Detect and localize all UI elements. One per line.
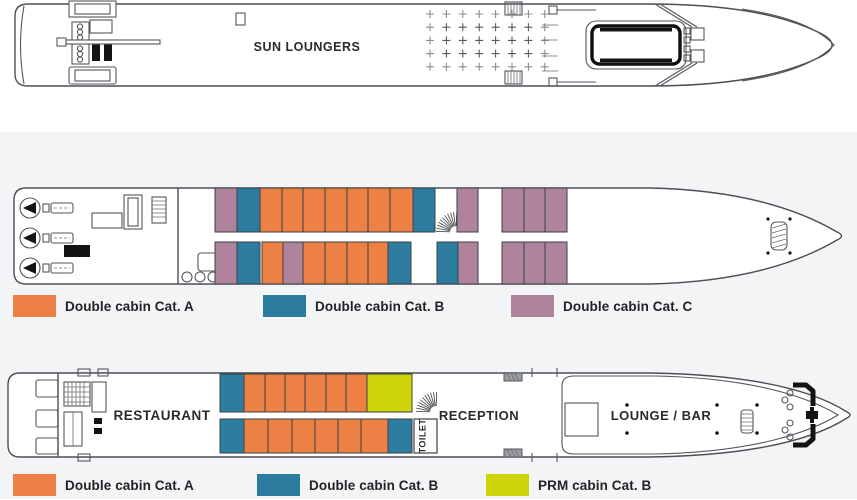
cabin-cat-A [315, 419, 338, 453]
crane-base [57, 38, 66, 46]
middle-deck-plan [0, 183, 857, 290]
cabin-cat-A [265, 374, 285, 412]
legend-label-cat-a: Double cabin Cat. A [65, 478, 194, 493]
cabin-cat-C [457, 188, 478, 232]
cabin-cat-A [325, 188, 347, 232]
legend-item-cat-a: Double cabin Cat. A [13, 295, 194, 317]
cabin-cat-A [244, 419, 268, 453]
funnel [236, 13, 245, 25]
cabin-cat-A [326, 374, 346, 412]
cabin-cat-A [368, 242, 388, 284]
equipment-box [92, 213, 122, 228]
legend-main-deck: Double cabin Cat. A Double cabin Cat. B … [0, 474, 857, 500]
lounge-bar-label: LOUNGE / BAR [611, 408, 712, 423]
cabin-cat-C [502, 188, 524, 232]
reception-label: RECEPTION [439, 408, 519, 423]
legend-item-cat-b: Double cabin Cat. B [257, 474, 438, 496]
cabin-cat-A [285, 374, 305, 412]
cabin-cat-C [524, 242, 545, 284]
cabin-cat-C [283, 242, 303, 284]
legend-item-prm-b: PRM cabin Cat. B [486, 474, 651, 496]
cabin-cat-B [388, 242, 411, 284]
cabin-cat-C [215, 242, 237, 284]
legend-swatch-cat-a [13, 295, 56, 317]
cabin-cat-A [244, 374, 265, 412]
legend-item-cat-a: Double cabin Cat. A [13, 474, 194, 496]
main-deck-cabins-top-row [220, 374, 412, 412]
cabin-cat-A [368, 188, 390, 232]
bow-table [810, 407, 814, 423]
middle-deck-cabins-bottom-row [215, 242, 567, 284]
cabin-cat-A [262, 242, 283, 284]
cabin-cat-A [260, 188, 282, 232]
legend-item-cat-c: Double cabin Cat. C [511, 295, 692, 317]
legend-swatch-cat-b [257, 474, 300, 496]
cabin-cat-B [220, 374, 244, 412]
sun-deck-label: SUN LOUNGERS [254, 40, 361, 54]
cabin-cat-A [347, 188, 368, 232]
cabin-cat-A [325, 242, 347, 284]
cabin-cat-A [390, 188, 413, 232]
cabin-cat-C [524, 188, 545, 232]
middle-deck-cabins-top-row [215, 188, 567, 232]
legend-swatch-cat-a [13, 474, 56, 496]
cabin-cat-A [361, 419, 388, 453]
main-deck-plan: RESTAURANT TOILET RECEPTION LOUNGE / BAR [0, 366, 857, 466]
cabin-cat-A [292, 419, 315, 453]
cabin-cat-A [268, 419, 292, 453]
cabin-cat-C [458, 242, 478, 284]
cabin-cat-C [545, 188, 567, 232]
cabin-cat-A [303, 242, 325, 284]
legend-swatch-cat-b [263, 295, 306, 317]
cabin-cat-B [388, 419, 412, 453]
sun-deck-plan: SUN LOUNGERS [0, 0, 857, 100]
cabin-cat-A [338, 419, 361, 453]
cabin-cat-P [367, 374, 412, 412]
legend-label-cat-b: Double cabin Cat. B [315, 299, 444, 314]
equipment-block [92, 44, 100, 61]
cabin-cat-B [413, 188, 435, 232]
legend-label-cat-c: Double cabin Cat. C [563, 299, 692, 314]
legend-label-prm-b: PRM cabin Cat. B [538, 478, 651, 493]
cabin-cat-B [437, 242, 458, 284]
cabin-cat-B [237, 242, 260, 284]
crane-boom [66, 40, 160, 44]
toilet-room: TOILET [414, 419, 437, 454]
cabin-cat-C [545, 242, 567, 284]
legend-middle-deck: Double cabin Cat. A Double cabin Cat. B … [0, 295, 857, 321]
cabin-cat-A [347, 242, 368, 284]
sun-deck-hull [15, 4, 832, 86]
cabin-cat-A [303, 188, 325, 232]
legend-item-cat-b: Double cabin Cat. B [263, 295, 444, 317]
cabin-cat-C [502, 242, 524, 284]
cabin-cat-A [282, 188, 303, 232]
equipment-block [64, 245, 90, 257]
main-deck-cabins-bottom-row [220, 419, 412, 453]
legend-swatch-cat-c [511, 295, 554, 317]
cabin-cat-A [346, 374, 367, 412]
cabin-cat-C [215, 188, 237, 232]
cabin-cat-B [237, 188, 260, 232]
legend-label-cat-a: Double cabin Cat. A [65, 299, 194, 314]
restaurant-label: RESTAURANT [114, 408, 211, 423]
legend-label-cat-b: Double cabin Cat. B [309, 478, 438, 493]
cabin-cat-B [220, 419, 244, 453]
equipment-block [104, 44, 112, 61]
toilet-label: TOILET [418, 419, 428, 454]
cabin-cat-A [305, 374, 326, 412]
legend-swatch-prm-b [486, 474, 529, 496]
